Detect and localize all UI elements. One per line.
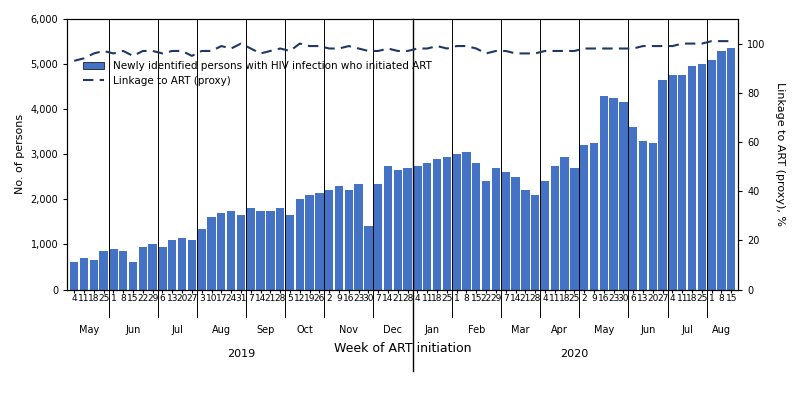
- Bar: [335, 186, 343, 290]
- Text: Sep: Sep: [256, 325, 274, 335]
- Text: Jun: Jun: [640, 325, 656, 335]
- Bar: [423, 163, 431, 290]
- Bar: [600, 96, 608, 290]
- Bar: [138, 247, 147, 290]
- Bar: [472, 163, 481, 290]
- Bar: [718, 51, 726, 290]
- Text: Nov: Nov: [339, 325, 358, 335]
- Bar: [590, 143, 598, 290]
- Bar: [521, 190, 530, 290]
- Bar: [707, 59, 716, 290]
- Bar: [295, 199, 304, 290]
- Bar: [698, 64, 706, 290]
- Text: Aug: Aug: [212, 325, 231, 335]
- Bar: [502, 172, 510, 290]
- Bar: [217, 213, 226, 290]
- Bar: [570, 168, 578, 290]
- Bar: [511, 177, 520, 290]
- Text: Jan: Jan: [425, 325, 440, 335]
- Text: Oct: Oct: [296, 325, 313, 335]
- Bar: [442, 157, 451, 290]
- X-axis label: Week of ART initiation: Week of ART initiation: [334, 341, 471, 354]
- Bar: [403, 168, 412, 290]
- Bar: [158, 247, 166, 290]
- Text: Jul: Jul: [682, 325, 693, 335]
- Bar: [610, 98, 618, 290]
- Text: May: May: [78, 325, 99, 335]
- Bar: [541, 181, 549, 290]
- Bar: [110, 249, 118, 290]
- Legend: Newly identified persons with HIV infection who initiated ART, Linkage to ART (p: Newly identified persons with HIV infect…: [79, 57, 436, 90]
- Bar: [315, 193, 323, 290]
- Text: Jul: Jul: [171, 325, 183, 335]
- Bar: [266, 211, 274, 290]
- Bar: [90, 260, 98, 290]
- Bar: [639, 141, 647, 290]
- Text: Aug: Aug: [712, 325, 731, 335]
- Bar: [550, 166, 559, 290]
- Bar: [70, 262, 78, 290]
- Y-axis label: Linkage to ART (proxy), %: Linkage to ART (proxy), %: [775, 82, 785, 226]
- Bar: [227, 211, 235, 290]
- Bar: [188, 240, 196, 290]
- Bar: [246, 208, 255, 290]
- Text: 2020: 2020: [560, 349, 589, 359]
- Text: Apr: Apr: [551, 325, 568, 335]
- Bar: [668, 75, 677, 290]
- Bar: [492, 168, 500, 290]
- Bar: [688, 66, 696, 290]
- Bar: [414, 166, 422, 290]
- Text: 2019: 2019: [226, 349, 255, 359]
- Bar: [178, 238, 186, 290]
- Bar: [619, 102, 627, 290]
- Bar: [198, 229, 206, 290]
- Bar: [119, 251, 127, 290]
- Text: Feb: Feb: [468, 325, 485, 335]
- Bar: [629, 127, 638, 290]
- Text: Jun: Jun: [126, 325, 141, 335]
- Bar: [394, 170, 402, 290]
- Bar: [149, 244, 157, 290]
- Bar: [580, 145, 588, 290]
- Bar: [658, 80, 667, 290]
- Bar: [727, 48, 735, 290]
- Bar: [345, 190, 353, 290]
- Bar: [325, 190, 334, 290]
- Bar: [256, 211, 265, 290]
- Bar: [482, 181, 490, 290]
- Bar: [649, 143, 657, 290]
- Bar: [276, 208, 284, 290]
- Bar: [354, 184, 362, 290]
- Bar: [129, 262, 138, 290]
- Y-axis label: No. of persons: No. of persons: [15, 114, 25, 194]
- Bar: [80, 258, 88, 290]
- Bar: [384, 166, 392, 290]
- Bar: [207, 217, 216, 290]
- Bar: [286, 215, 294, 290]
- Bar: [168, 240, 177, 290]
- Text: Dec: Dec: [383, 325, 402, 335]
- Bar: [678, 75, 686, 290]
- Bar: [364, 226, 373, 290]
- Text: May: May: [594, 325, 614, 335]
- Bar: [453, 154, 461, 290]
- Bar: [531, 195, 539, 290]
- Bar: [560, 157, 569, 290]
- Bar: [433, 159, 442, 290]
- Bar: [99, 251, 108, 290]
- Bar: [237, 215, 245, 290]
- Bar: [306, 195, 314, 290]
- Bar: [374, 184, 382, 290]
- Bar: [462, 152, 470, 290]
- Text: Mar: Mar: [511, 325, 530, 335]
